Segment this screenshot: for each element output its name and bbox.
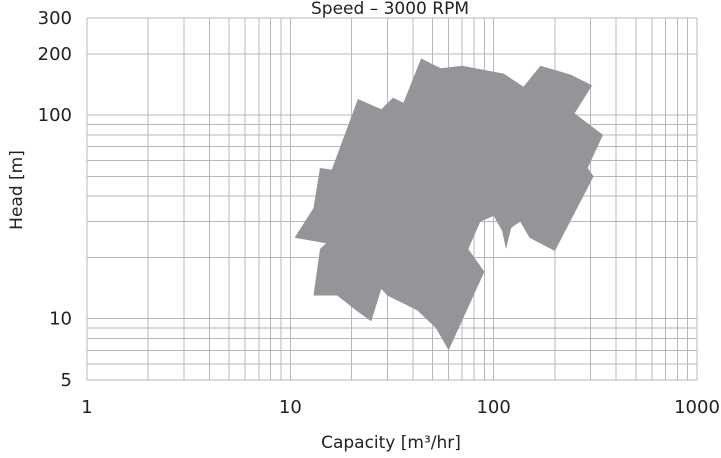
- x-tick-label: 1000: [674, 397, 720, 418]
- chart-title: Speed – 3000 RPM: [311, 0, 469, 19]
- axes: 1 10 100 1000 300 200 100 10 5: [38, 8, 720, 418]
- x-tick-label: 10: [279, 397, 302, 418]
- y-tick-label: 5: [61, 370, 72, 391]
- x-tick-label: 100: [476, 397, 510, 418]
- x-tick-label: 1: [81, 397, 92, 418]
- regions: [294, 58, 603, 351]
- x-axis-title: Capacity [m³/hr]: [321, 433, 461, 453]
- y-tick-label: 100: [38, 105, 72, 126]
- y-tick-label: 200: [38, 44, 72, 65]
- y-axis-title: Head [m]: [7, 150, 27, 230]
- y-tick-label: 300: [38, 8, 72, 29]
- y-tick-label: 10: [49, 309, 72, 330]
- pump-performance-region: [294, 58, 603, 351]
